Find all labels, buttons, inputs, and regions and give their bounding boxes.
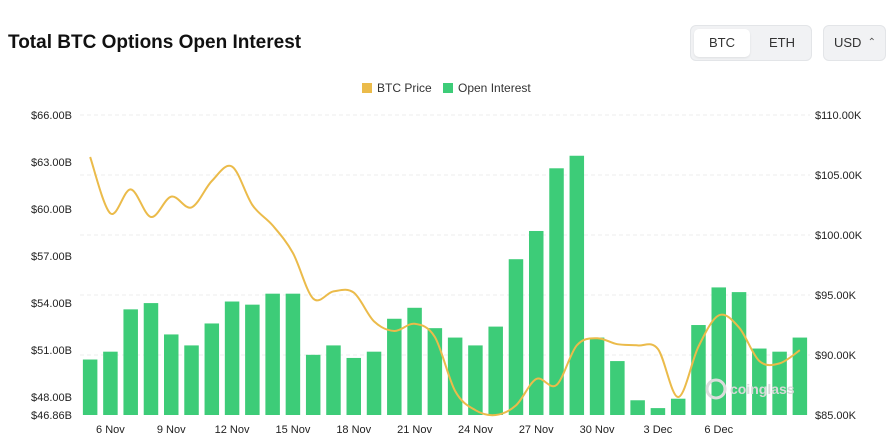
- open-interest-bar[interactable]: [387, 318, 402, 415]
- right-axis-tick-label: $110.00K: [815, 110, 862, 122]
- open-interest-bar[interactable]: [366, 351, 382, 415]
- open-interest-bar[interactable]: [610, 361, 625, 415]
- open-interest-bar[interactable]: [326, 345, 341, 415]
- left-axis-tick-label: $46.86B: [31, 410, 72, 422]
- legend-label-btc-price[interactable]: BTC Price: [377, 81, 432, 95]
- x-axis-tick-label: 24 Nov: [458, 424, 493, 436]
- left-axis-tick-label: $63.00B: [31, 157, 72, 169]
- open-interest-bar[interactable]: [346, 357, 362, 415]
- left-axis-tick-label: $57.00B: [31, 251, 72, 263]
- right-axis-tick-label: $100.00K: [815, 230, 863, 242]
- btc-price-line: [89, 156, 801, 417]
- asset-toggle: BTC ETH: [690, 25, 812, 61]
- chevron-up-down-icon: ⌃: [867, 37, 876, 48]
- open-interest-bar[interactable]: [204, 323, 220, 415]
- right-axis-tick-label: $95.00K: [815, 290, 857, 302]
- chart-legend: BTC Price Open Interest: [362, 81, 531, 95]
- open-interest-bar[interactable]: [184, 345, 199, 415]
- left-axis-tick-label: $48.00B: [31, 392, 72, 404]
- right-axis-tick-label: $90.00K: [815, 350, 857, 362]
- currency-select[interactable]: USD ⌃: [823, 25, 886, 61]
- x-axis-tick-label: 18 Nov: [336, 424, 371, 436]
- open-interest-bar[interactable]: [752, 348, 767, 415]
- open-interest-bar[interactable]: [691, 325, 706, 415]
- open-interest-bar[interactable]: [143, 303, 159, 415]
- watermark: coinglass: [705, 378, 795, 400]
- open-interest-bar[interactable]: [630, 400, 645, 415]
- x-axis-tick-label: 6 Dec: [704, 424, 733, 436]
- open-interest-bar[interactable]: [529, 230, 544, 415]
- x-axis-tick-label: 21 Nov: [397, 424, 432, 436]
- open-interest-bar[interactable]: [305, 354, 321, 415]
- left-axis: $66.00B $63.00B $60.00B $57.00B $54.00B $51.0…: [31, 110, 72, 422]
- open-interest-bar[interactable]: [265, 293, 280, 415]
- watermark-text: coinglass: [730, 381, 795, 397]
- open-interest-bar[interactable]: [650, 408, 666, 415]
- open-interest-bar[interactable]: [427, 328, 443, 415]
- currency-value: USD: [834, 35, 862, 50]
- legend-label-open-interest[interactable]: Open Interest: [458, 81, 531, 95]
- coinglass-logo-icon: [705, 378, 727, 400]
- left-axis-tick-label: $51.00B: [31, 345, 72, 357]
- x-axis-tick-label: 27 Nov: [519, 424, 554, 436]
- asset-option-eth[interactable]: ETH: [769, 35, 795, 50]
- x-axis-tick-label: 3 Dec: [644, 424, 673, 436]
- right-axis-tick-label: $85.00K: [815, 410, 857, 422]
- right-axis-tick-label: $105.00K: [815, 170, 863, 182]
- open-interest-bar[interactable]: [670, 398, 686, 415]
- open-interest-bar[interactable]: [82, 359, 98, 415]
- open-interest-bar[interactable]: [549, 168, 564, 415]
- x-axis-tick-label: 6 Nov: [96, 424, 125, 436]
- x-axis-tick-label: 12 Nov: [215, 424, 250, 436]
- btc-price-series-line[interactable]: [89, 156, 801, 417]
- open-interest-bar[interactable]: [508, 259, 524, 415]
- legend-swatch-open-interest: [443, 83, 453, 93]
- open-interest-bar[interactable]: [224, 301, 240, 415]
- open-interest-bar[interactable]: [569, 155, 585, 415]
- open-interest-bar[interactable]: [488, 326, 503, 415]
- right-axis: $110.00K $105.00K $100.00K $95.00K $90.00K $8…: [815, 110, 863, 422]
- open-interest-bar[interactable]: [285, 293, 301, 415]
- open-interest-bar[interactable]: [792, 337, 808, 415]
- x-axis: 6 Nov 9 Nov 12 Nov 15 Nov 18 Nov 21 Nov 24 Nov…: [96, 424, 734, 436]
- open-interest-bar[interactable]: [245, 304, 260, 415]
- gridlines: [80, 114, 810, 356]
- page-title: Total BTC Options Open Interest: [8, 32, 302, 53]
- open-interest-bars: [82, 155, 808, 415]
- x-axis-tick-label: 30 Nov: [580, 424, 615, 436]
- open-interest-bar[interactable]: [123, 309, 138, 415]
- asset-option-btc[interactable]: BTC: [694, 29, 750, 57]
- left-axis-tick-label: $54.00B: [31, 298, 72, 310]
- open-interest-bar[interactable]: [103, 351, 118, 415]
- left-axis-tick-label: $60.00B: [31, 204, 72, 216]
- x-axis-tick-label: 9 Nov: [157, 424, 186, 436]
- open-interest-bar[interactable]: [468, 345, 483, 415]
- open-interest-bar[interactable]: [772, 351, 787, 415]
- left-axis-tick-label: $66.00B: [31, 110, 72, 122]
- x-axis-tick-label: 15 Nov: [275, 424, 310, 436]
- legend-swatch-btc-price: [362, 83, 372, 93]
- open-interest-bar[interactable]: [589, 337, 605, 415]
- open-interest-bar[interactable]: [164, 334, 179, 415]
- open-interest-bar[interactable]: [407, 307, 422, 415]
